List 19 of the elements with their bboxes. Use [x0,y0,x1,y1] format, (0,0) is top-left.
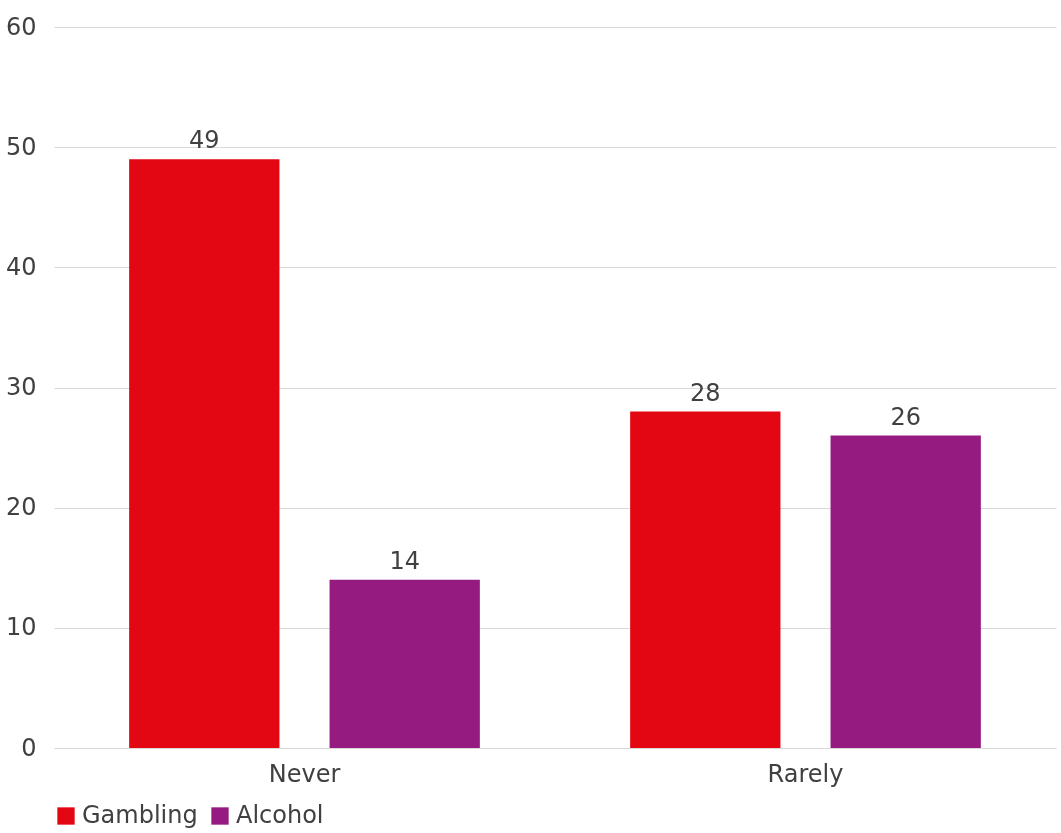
y-tick-label: 60 [5,12,37,41]
y-tick-label: 0 [21,733,37,762]
data-label: 14 [389,546,420,575]
bar [830,435,981,748]
y-tick-label: 10 [5,613,37,642]
legend-label: Gambling [82,801,198,829]
y-tick-label: 20 [5,493,37,522]
bar [329,579,480,748]
bar [129,159,280,748]
y-tick-label: 30 [5,373,37,401]
x-tick-label: Rarely [767,759,844,788]
legend-label: Alcohol [236,801,324,829]
y-tick-label: 50 [5,132,37,161]
bar [630,411,781,748]
data-label: 49 [189,126,220,155]
x-tick-label: Never [268,759,341,788]
data-label: 26 [890,402,921,431]
y-tick-label: 40 [5,252,37,281]
data-label: 28 [690,378,721,407]
